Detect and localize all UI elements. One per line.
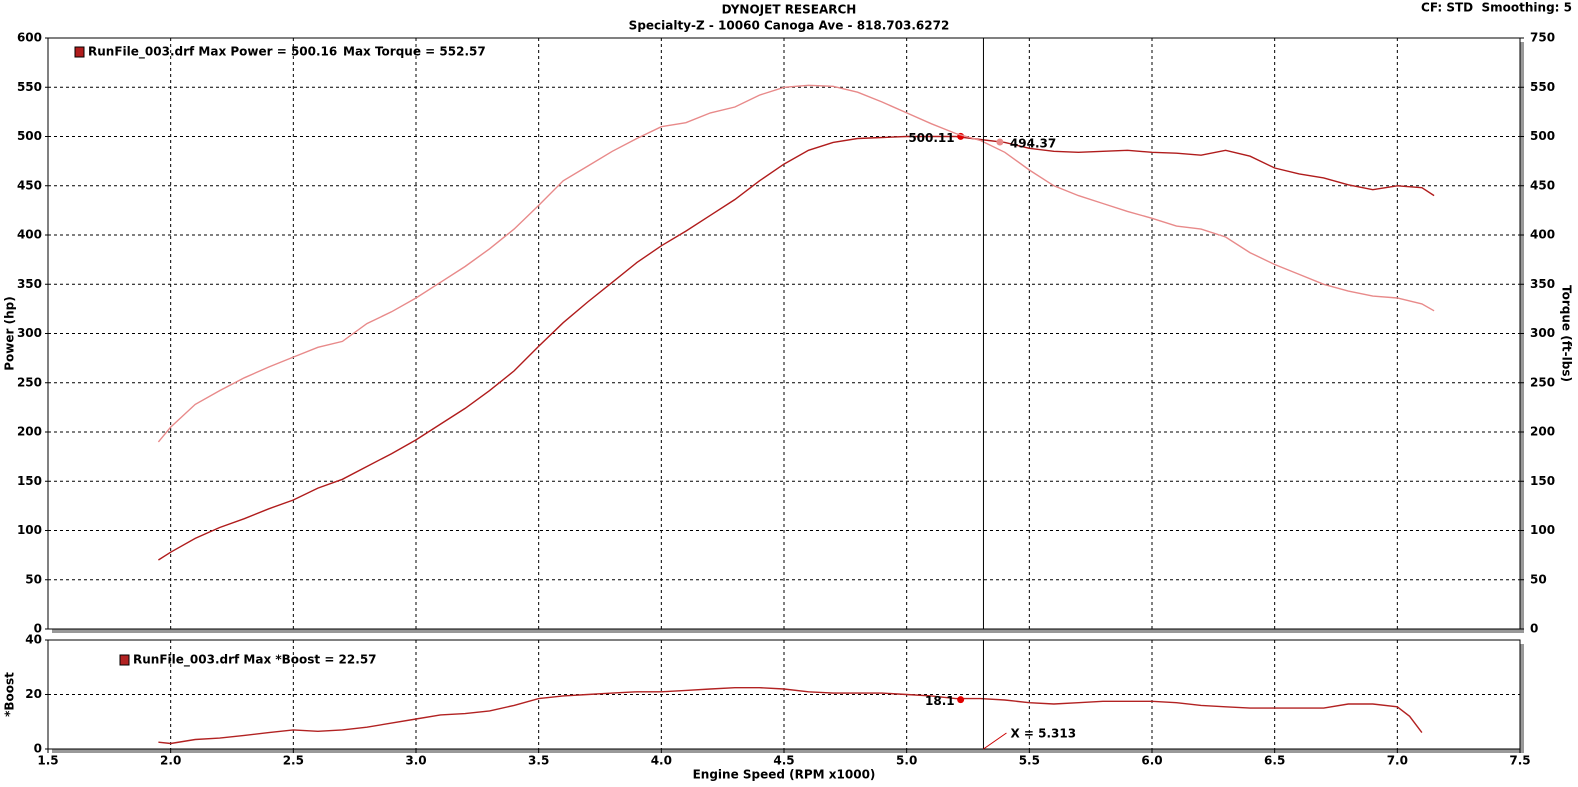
y2-axis-label: Torque (ft-lbs)	[1560, 285, 1574, 382]
x-tick-label: 7.5	[1509, 754, 1530, 768]
y2-tick-label: 50	[1530, 572, 1547, 586]
y-tick-label: 450	[17, 178, 42, 192]
cursor-label: X = 5.313	[1010, 727, 1076, 741]
x-tick-label: 5.0	[896, 754, 917, 768]
y-tick-label: 600	[17, 31, 42, 45]
legend-icon	[74, 46, 85, 58]
settings-note: CF: STD Smoothing: 5	[1421, 1, 1572, 15]
legend-entry: RunFile_003.drf Max *Boost = 22.57	[133, 653, 377, 668]
peak-marker	[996, 138, 1004, 146]
y-tick-label: 500	[17, 129, 42, 143]
chart-title: DYNOJET RESEARCH	[722, 3, 857, 17]
series-line	[158, 687, 1423, 745]
y2-tick-label: 0	[1530, 622, 1538, 636]
x-tick-label: 3.5	[528, 754, 549, 768]
y2-tick-label: 250	[1530, 375, 1555, 389]
y-tick-label: 150	[17, 474, 42, 488]
x-tick-label: 5.5	[1019, 754, 1040, 768]
series-line	[158, 135, 1435, 561]
x-tick-label: 7.0	[1387, 754, 1408, 768]
y-tick-label: 250	[17, 375, 42, 389]
y2-tick-label: 450	[1530, 178, 1555, 192]
x-tick-label: 2.5	[283, 754, 304, 768]
x-tick-label: 1.5	[37, 754, 58, 768]
series-line	[157, 84, 1435, 443]
y-tick-label: 50	[25, 572, 42, 586]
y-tick-label: 350	[17, 277, 42, 291]
chart-subtitle: Specialty-Z - 10060 Canoga Ave - 818.703…	[629, 19, 950, 33]
y-axis-label: *Boost	[3, 672, 17, 717]
x-axis-label: Engine Speed (RPM x1000)	[693, 768, 876, 782]
x-tick-label: 6.5	[1264, 754, 1285, 768]
y-tick-label: 550	[17, 80, 42, 94]
marker-label: 18.1	[925, 694, 955, 708]
y-tick-label: 40	[25, 633, 42, 647]
y2-tick-label: 400	[1530, 228, 1555, 242]
x-tick-label: 2.0	[160, 754, 181, 768]
y2-tick-label: 750	[1530, 31, 1555, 45]
y2-tick-label: 500	[1530, 129, 1555, 143]
y-axis-label: Power (hp)	[3, 296, 17, 370]
y-tick-label: 0	[34, 742, 42, 756]
y2-tick-label: 100	[1530, 523, 1555, 537]
y-tick-label: 20	[25, 687, 42, 701]
y-tick-label: 0	[34, 622, 42, 636]
peak-marker	[957, 696, 965, 704]
y-tick-label: 300	[17, 326, 42, 340]
y2-tick-label: 300	[1530, 326, 1555, 340]
y-tick-label: 400	[17, 228, 42, 242]
x-tick-label: 3.0	[405, 754, 426, 768]
cursor-pointer	[983, 732, 1007, 750]
y2-tick-label: 350	[1530, 277, 1555, 291]
legend-entry: Max Torque = 552.57	[343, 45, 486, 59]
marker-label: 494.37	[1010, 137, 1056, 151]
x-tick-label: 4.0	[651, 754, 672, 768]
x-tick-label: 4.5	[773, 754, 794, 768]
legend-entry: RunFile_003.drf Max Power = 500.16	[88, 45, 337, 60]
marker-label: 500.11	[908, 131, 954, 145]
x-tick-label: 6.0	[1141, 754, 1162, 768]
y2-tick-label: 200	[1530, 425, 1555, 439]
y-tick-label: 100	[17, 523, 42, 537]
y2-tick-label: 550	[1530, 80, 1555, 94]
y-tick-label: 200	[17, 425, 42, 439]
y2-tick-label: 150	[1530, 474, 1555, 488]
legend-icon	[119, 654, 130, 666]
